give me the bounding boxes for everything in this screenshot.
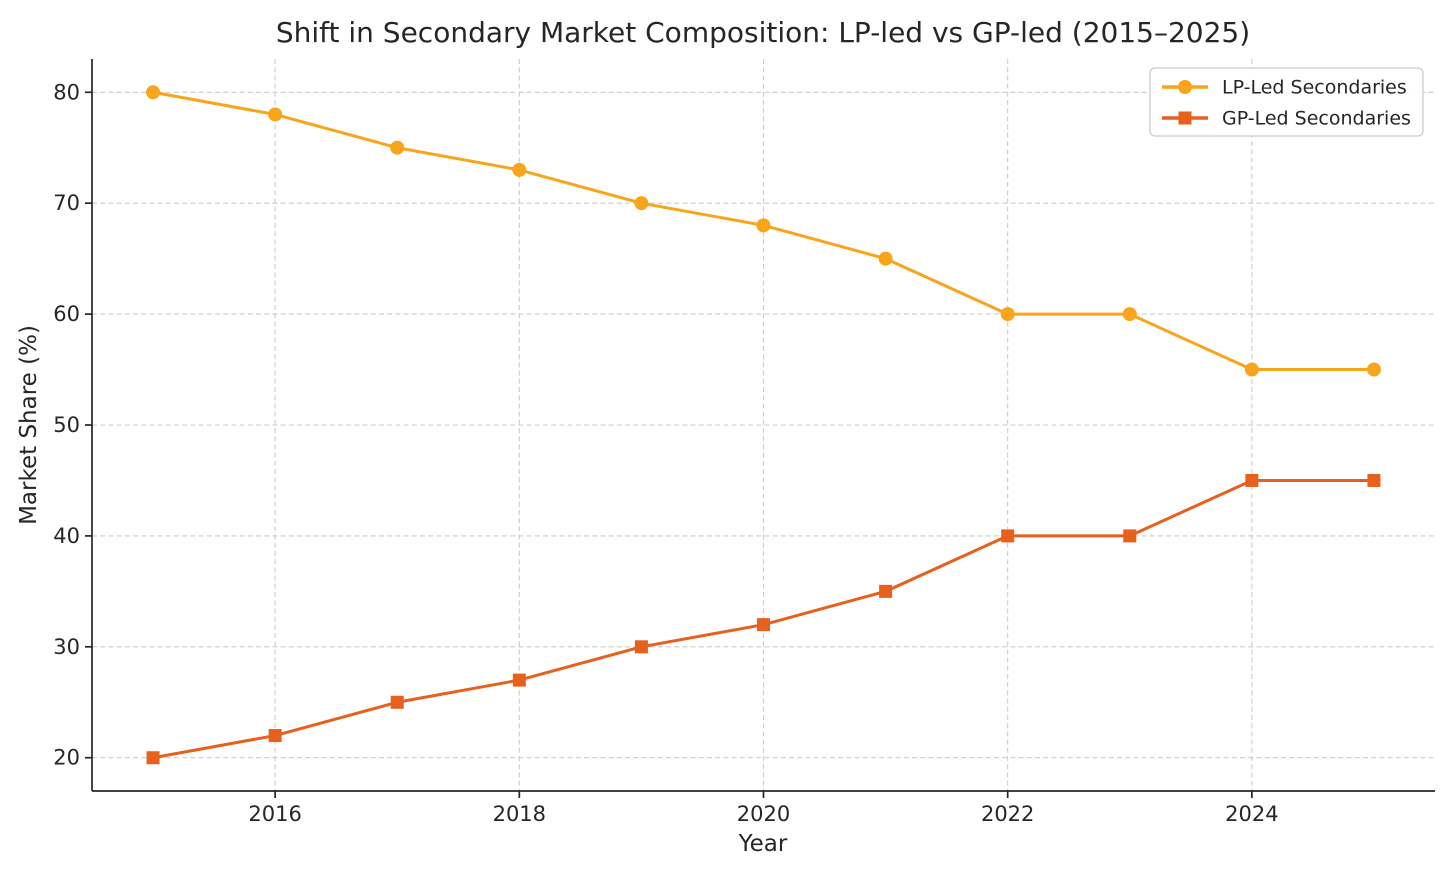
lp-led-secondaries-point: [878, 251, 893, 266]
lp-led-secondaries-point: [1244, 362, 1259, 377]
gp-led-secondaries-point: [879, 584, 893, 598]
y-tick-label: 30: [53, 635, 80, 659]
gp-led-secondaries-point: [757, 618, 770, 632]
lp-led-secondaries-point: [1122, 307, 1137, 322]
legend-item-gp-led-secondaries: GP-Led Secondaries: [1162, 108, 1411, 130]
y-tick-label: 80: [53, 80, 80, 104]
legend-item-lp-led-secondaries: LP-Led Secondaries: [1162, 77, 1407, 99]
lp-led-secondaries-series: [146, 85, 1381, 377]
y-tick-label: 40: [53, 524, 80, 548]
lp-led-secondaries-point: [1366, 362, 1381, 377]
lp-led-secondaries-point: [634, 196, 649, 211]
lp-led-secondaries-point: [512, 162, 527, 177]
gp-led-secondaries-point: [512, 673, 526, 687]
y-axis-label: Market Share (%): [16, 325, 42, 525]
lp-led-secondaries-point: [756, 218, 771, 233]
lp-led-secondaries-point: [390, 140, 405, 155]
legend: LP-Led Secondaries GP-Led Secondaries: [1149, 67, 1424, 137]
gp-led-secondaries-point: [390, 695, 404, 709]
x-tick-label: 2020: [737, 802, 790, 826]
legend-box: [1149, 67, 1424, 137]
gp-led-secondaries-point: [146, 751, 160, 765]
x-tick-label: 2024: [1225, 802, 1278, 826]
x-tick-label: 2018: [493, 802, 546, 826]
chart-title: Shift in Secondary Market Composition: L…: [276, 16, 1250, 49]
lp-led-secondaries-point: [146, 85, 161, 100]
gp-led-secondaries-point: [634, 640, 648, 654]
legend-square-marker-icon: [1178, 111, 1192, 125]
y-tick-label: 20: [53, 746, 80, 770]
y-tick-label: 70: [53, 191, 80, 215]
y-tick-label: 60: [53, 302, 80, 326]
gp-led-secondaries-point: [268, 729, 282, 743]
gp-led-secondaries-series: [146, 473, 1381, 765]
gp-led-secondaries-point: [1123, 529, 1137, 543]
gp-led-secondaries-point: [1001, 529, 1015, 543]
legend-label: LP-Led Secondaries: [1222, 77, 1407, 99]
lp-led-secondaries-point: [268, 107, 283, 122]
grid-layer: [92, 59, 1435, 791]
tick-layer: 20 30 40 50 60 70 80 2016 2018 2020 2022 2024: [53, 80, 1278, 826]
gp-led-secondaries-point: [1245, 473, 1259, 487]
y-tick-label: 50: [53, 413, 80, 437]
legend-label: GP-Led Secondaries: [1222, 108, 1411, 130]
x-tick-label: 2022: [981, 802, 1034, 826]
series-layer: [146, 85, 1381, 765]
legend-circle-marker-icon: [1178, 80, 1192, 94]
x-axis-label: Year: [738, 831, 788, 857]
gp-led-secondaries-point: [1367, 473, 1381, 487]
lp-led-secondaries-point: [1000, 307, 1015, 322]
x-tick-label: 2016: [248, 802, 301, 826]
